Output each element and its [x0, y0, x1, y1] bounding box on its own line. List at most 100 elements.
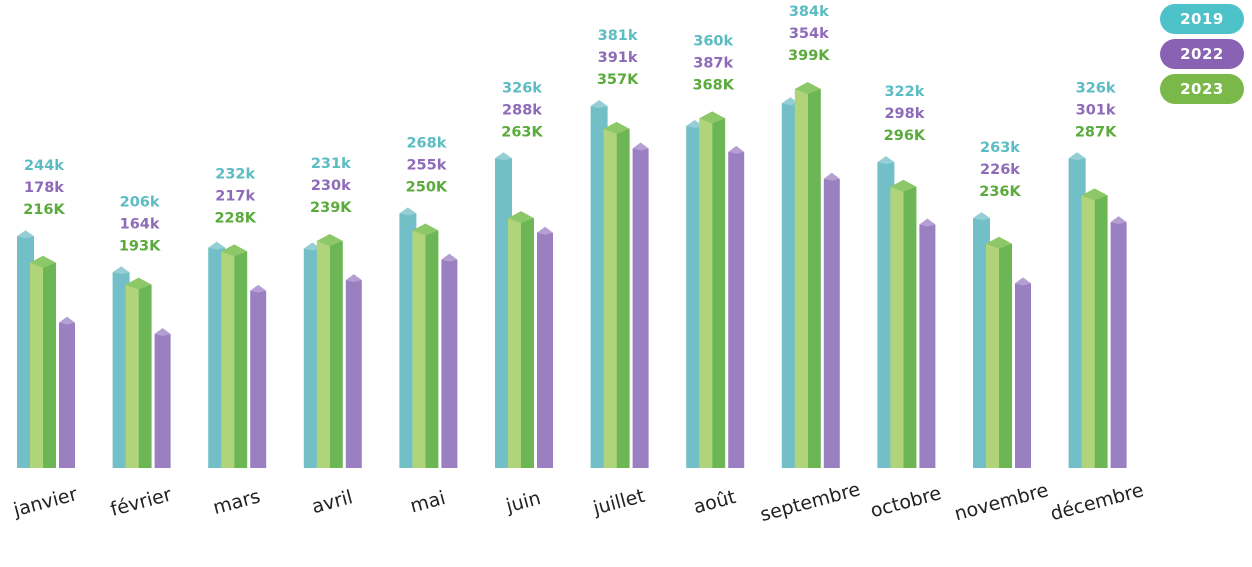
bar-2019-4-top: [399, 207, 417, 216]
bar-2019-5-top: [495, 152, 512, 161]
bar-2023-5-top: [508, 211, 534, 224]
data-label-2022-10: 226k: [980, 162, 1020, 178]
bar-2022-7-top: [728, 145, 745, 154]
data-label-2019-4: 268k: [406, 135, 446, 151]
bar-2023-2: [221, 244, 248, 468]
data-label-2019-8: 384k: [789, 4, 829, 20]
bar-2019-6-top: [590, 100, 608, 109]
month-label-0: janvier: [10, 483, 80, 521]
bar-2023-5: [508, 211, 534, 468]
bar-2023-3: [316, 233, 343, 468]
month-label-5: juin: [503, 487, 543, 517]
bar-2023-5-front-right: [521, 218, 534, 468]
data-label-2022-2: 217k: [215, 188, 255, 204]
bar-2023-0-front-left: [30, 262, 43, 468]
bar-2019-2: [208, 241, 226, 468]
bar-2023-7-top: [699, 111, 726, 124]
bar-2019-10: [973, 212, 990, 468]
bar-2019-3-front: [303, 248, 321, 468]
bar-2019-7: [686, 120, 704, 468]
bar-2023-6-top: [603, 121, 630, 134]
bar-2023-2-front-left: [221, 251, 235, 468]
bar-2023-2-front-right: [234, 251, 248, 468]
bar-2022-0-front: [59, 322, 75, 468]
data-label-2023-9: 296K: [884, 128, 926, 144]
data-label-2019-9: 322k: [884, 84, 924, 100]
bar-2019-0-front: [17, 236, 34, 468]
bar-2022-6-front: [632, 148, 649, 469]
data-label-2023-4: 250K: [406, 179, 448, 195]
bar-2019-10-top: [973, 212, 990, 221]
bar-2019-6: [590, 100, 608, 469]
data-label-2022-4: 255k: [406, 157, 446, 173]
month-label-10: novembre: [952, 479, 1051, 525]
bar-2022-5-top: [537, 226, 553, 235]
bar-2019-5: [495, 152, 512, 469]
bar-2023-11-top: [1081, 188, 1108, 201]
data-label-2019-2: 232k: [215, 166, 255, 182]
data-label-2019-1: 206k: [120, 194, 160, 210]
bar-2022-7-front: [728, 151, 745, 469]
data-label-2022-7: 387k: [693, 55, 733, 71]
bar-2023-1-front-left: [125, 284, 139, 468]
bar-2019-4: [399, 207, 417, 468]
bar-2019-1: [112, 266, 130, 468]
data-label-2022-11: 301k: [1076, 102, 1116, 118]
bar-2022-3-front: [345, 280, 362, 468]
bar-2019-11: [1068, 152, 1086, 469]
bar-2019-11-front: [1068, 158, 1086, 469]
bar-2023-4-front-right: [425, 230, 439, 468]
bar-2019-2-front: [208, 247, 226, 468]
bar-2023-8: [794, 81, 821, 468]
data-label-2022-8: 354k: [789, 26, 829, 42]
bar-2023-9-front-left: [890, 186, 904, 469]
bar-2023-4-top: [412, 223, 439, 236]
bar-2022-11-top: [1110, 216, 1127, 225]
bar-2022-1-top: [154, 328, 171, 337]
bar-2019-7-front: [686, 126, 704, 468]
data-label-2019-10: 263k: [980, 140, 1020, 156]
bar-2019-7-top: [686, 120, 704, 128]
bar-2023-3-front-right: [329, 240, 343, 468]
data-label-2023-10: 236K: [979, 184, 1021, 200]
month-label-11: décembre: [1048, 479, 1146, 525]
bar-2022-8-front: [823, 178, 840, 469]
bar-2023-1-top: [125, 277, 152, 290]
bar-2022-4-front: [441, 259, 458, 468]
month-label-3: avril: [309, 486, 355, 518]
data-label-2019-7: 360k: [693, 33, 733, 49]
bar-2022-6: [632, 142, 649, 469]
bar-2019-0: [17, 230, 34, 468]
data-label-2023-8: 399K: [788, 48, 830, 64]
bar-2022-0: [59, 316, 75, 468]
bar-2023-9-top: [890, 179, 917, 192]
bar-2019-6-front: [590, 106, 608, 469]
month-label-8: septembre: [758, 478, 863, 526]
bar-2023-10-top: [986, 236, 1012, 249]
bar-2019-3: [303, 242, 321, 468]
data-label-2022-5: 288k: [502, 102, 542, 118]
legend: 2019 2022 2023: [1160, 4, 1244, 104]
bar-2022-9-front: [919, 224, 936, 468]
legend-item-2019: 2019: [1160, 4, 1244, 34]
data-label-2022-1: 164k: [120, 216, 160, 232]
bar-2023-7-front-right: [712, 118, 726, 469]
bar-2019-9: [877, 156, 895, 468]
bar-2023-2-top: [221, 244, 248, 257]
bar-2022-5-front: [537, 232, 553, 468]
bar-2019-5-front: [495, 158, 512, 469]
bar-2022-4: [441, 253, 458, 468]
bar-2023-11-front-right: [1094, 195, 1108, 468]
bar-2023-9-front-right: [903, 186, 917, 469]
bar-2023-6-front-left: [603, 128, 617, 468]
bar-2022-2-front: [250, 290, 267, 468]
month-label-6: juillet: [590, 485, 647, 520]
bar-2023-9: [890, 179, 917, 469]
data-label-2022-6: 391k: [598, 50, 638, 66]
bar-2022-8: [823, 172, 840, 469]
bar-2022-10: [1015, 277, 1031, 468]
bar-2019-9-front: [877, 162, 895, 468]
bar-2023-1: [125, 277, 152, 468]
data-label-2023-6: 357K: [597, 72, 639, 88]
